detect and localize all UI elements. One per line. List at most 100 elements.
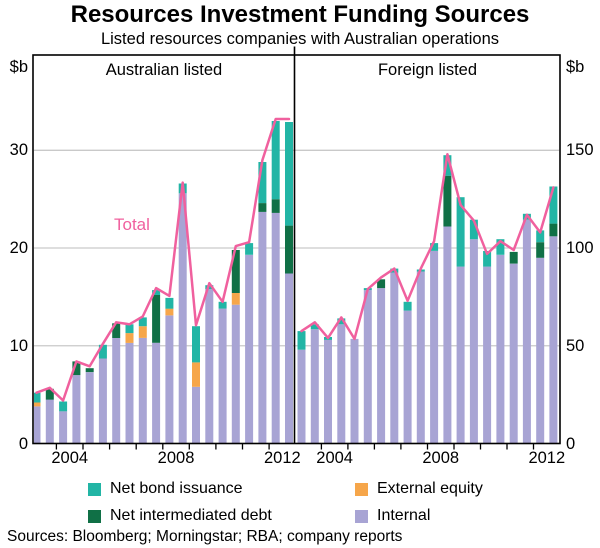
bar-segment-internal bbox=[205, 289, 214, 444]
bar-segment-bonds bbox=[245, 243, 254, 255]
x-axis-year-label: 2012 bbox=[264, 449, 301, 467]
total-line bbox=[300, 152, 555, 341]
chart-title: Resources Investment Funding Sources bbox=[70, 1, 530, 28]
bar-segment-external_equity bbox=[192, 362, 200, 387]
bar-segment-bonds bbox=[483, 251, 492, 267]
bar-segment-bonds bbox=[59, 401, 68, 412]
external-equity-swatch bbox=[355, 482, 368, 496]
bar-segment-bonds bbox=[456, 197, 465, 267]
bar-segment-bonds bbox=[34, 392, 41, 403]
bar-segment-intermediated_debt bbox=[509, 251, 518, 264]
bar-segment-bonds bbox=[165, 297, 174, 309]
bar-segment-bonds bbox=[469, 219, 478, 240]
bar-segment-intermediated_debt bbox=[443, 175, 452, 227]
bar-segment-bonds bbox=[337, 318, 346, 325]
right-axis-tick-label: 0 bbox=[566, 434, 576, 453]
bar-segment-internal bbox=[271, 212, 280, 444]
bar-segment-bonds bbox=[271, 121, 280, 200]
bar-segment-bonds bbox=[125, 324, 134, 334]
bar-segment-bonds bbox=[152, 290, 161, 295]
left-axis-tick-label: 20 bbox=[9, 239, 28, 258]
bar-segment-internal bbox=[85, 372, 94, 444]
bar-segment-internal bbox=[324, 339, 332, 444]
x-axis-year-label: 2004 bbox=[316, 449, 353, 467]
bar-segment-intermediated_debt bbox=[536, 242, 545, 258]
legend-label-internal: Internal bbox=[377, 507, 431, 524]
x-axis-year-label: 2008 bbox=[422, 449, 460, 467]
bar-segment-bonds bbox=[536, 230, 545, 243]
bar-segment-bonds bbox=[192, 326, 200, 363]
bar-segment-internal bbox=[125, 342, 134, 444]
bar-segment-internal bbox=[34, 406, 41, 444]
bar-segment-internal bbox=[350, 338, 359, 444]
bar-segment-internal bbox=[297, 349, 306, 444]
bar-segment-internal bbox=[285, 273, 293, 444]
bar-segment-bonds bbox=[258, 162, 267, 203]
bar-segment-external_equity bbox=[125, 333, 134, 343]
bar-segment-internal bbox=[218, 308, 227, 444]
bar-segment-internal bbox=[549, 236, 558, 444]
bar-segment-external_equity bbox=[165, 308, 174, 316]
bar-segment-intermediated_debt bbox=[85, 368, 94, 373]
legend-item-external-equity: External equity bbox=[355, 480, 483, 498]
x-axis-year-label: 2004 bbox=[51, 449, 89, 467]
bar-segment-internal bbox=[496, 254, 505, 444]
bar-segment-bonds bbox=[403, 301, 412, 311]
bar-segment-intermediated_debt bbox=[377, 279, 386, 289]
sources-note: Sources: Bloomberg; Morningstar; RBA; co… bbox=[7, 528, 403, 545]
bar-segment-internal bbox=[310, 329, 319, 444]
bar-segment-internal bbox=[430, 251, 439, 444]
bar-segment-internal bbox=[403, 310, 412, 444]
bar-segment-intermediated_debt bbox=[285, 225, 293, 274]
internal-swatch bbox=[355, 509, 368, 523]
bar-segment-internal bbox=[112, 337, 121, 444]
legend-label-net-intermediated-debt: Net intermediated debt bbox=[110, 507, 272, 524]
bar-segment-external_equity bbox=[138, 326, 147, 338]
bar-segment-bonds bbox=[549, 186, 558, 224]
bar-segment-internal bbox=[469, 239, 478, 444]
bar-segment-internal bbox=[72, 375, 81, 444]
bar-segment-intermediated_debt bbox=[271, 199, 280, 213]
panel-frame bbox=[32, 54, 561, 445]
bar-segment-internal bbox=[178, 193, 187, 444]
bar-segment-internal bbox=[59, 411, 68, 444]
bar-segment-intermediated_debt bbox=[549, 223, 558, 237]
legend-item-net-intermediated-debt: Net intermediated debt bbox=[88, 507, 272, 525]
bar-segment-bonds bbox=[138, 317, 147, 327]
bar-segment-bonds bbox=[443, 155, 452, 176]
bar-segment-internal bbox=[416, 271, 425, 444]
panel-title-foreign-listed: Foreign listed bbox=[377, 61, 478, 79]
bar-segment-bonds bbox=[430, 243, 439, 251]
bar-segment-intermediated_debt bbox=[112, 323, 121, 338]
bar-segment-internal bbox=[390, 272, 399, 444]
bar-segment-internal bbox=[192, 386, 200, 444]
bar-segment-intermediated_debt bbox=[45, 388, 54, 400]
right-axis-tick-label: 100 bbox=[566, 239, 594, 258]
legend-item-internal: Internal bbox=[355, 507, 430, 525]
left-axis-tick-label: 0 bbox=[18, 434, 28, 453]
bar-segment-bonds bbox=[98, 344, 107, 359]
panel-title-australian-listed: Australian listed bbox=[105, 61, 223, 79]
legend-label-external-equity: External equity bbox=[377, 480, 483, 497]
left-axis-tick-label: 30 bbox=[9, 141, 28, 160]
bar-segment-internal bbox=[363, 290, 372, 444]
bar-segment-internal bbox=[522, 219, 531, 444]
chart-subtitle: Listed resources companies with Australi… bbox=[100, 30, 500, 48]
bar-segment-intermediated_debt bbox=[152, 294, 161, 343]
bar-segment-internal bbox=[152, 342, 161, 444]
bar-segment-internal bbox=[456, 266, 465, 444]
bar-segment-bonds bbox=[297, 331, 306, 350]
bar-segment-internal bbox=[138, 337, 147, 444]
x-axis-year-label: 2012 bbox=[528, 449, 566, 467]
total-line bbox=[35, 117, 291, 402]
bar-segment-intermediated_debt bbox=[231, 250, 240, 293]
bar-segment-internal bbox=[245, 254, 254, 444]
bar-segment-internal bbox=[337, 324, 346, 444]
left-axis-unit-label: $b bbox=[9, 58, 28, 76]
bar-segment-internal bbox=[98, 358, 107, 444]
bar-segment-internal bbox=[165, 315, 174, 444]
bar-segment-internal bbox=[483, 266, 492, 444]
bar-segment-bonds bbox=[285, 122, 293, 226]
right-axis-tick-label: 150 bbox=[566, 141, 594, 160]
